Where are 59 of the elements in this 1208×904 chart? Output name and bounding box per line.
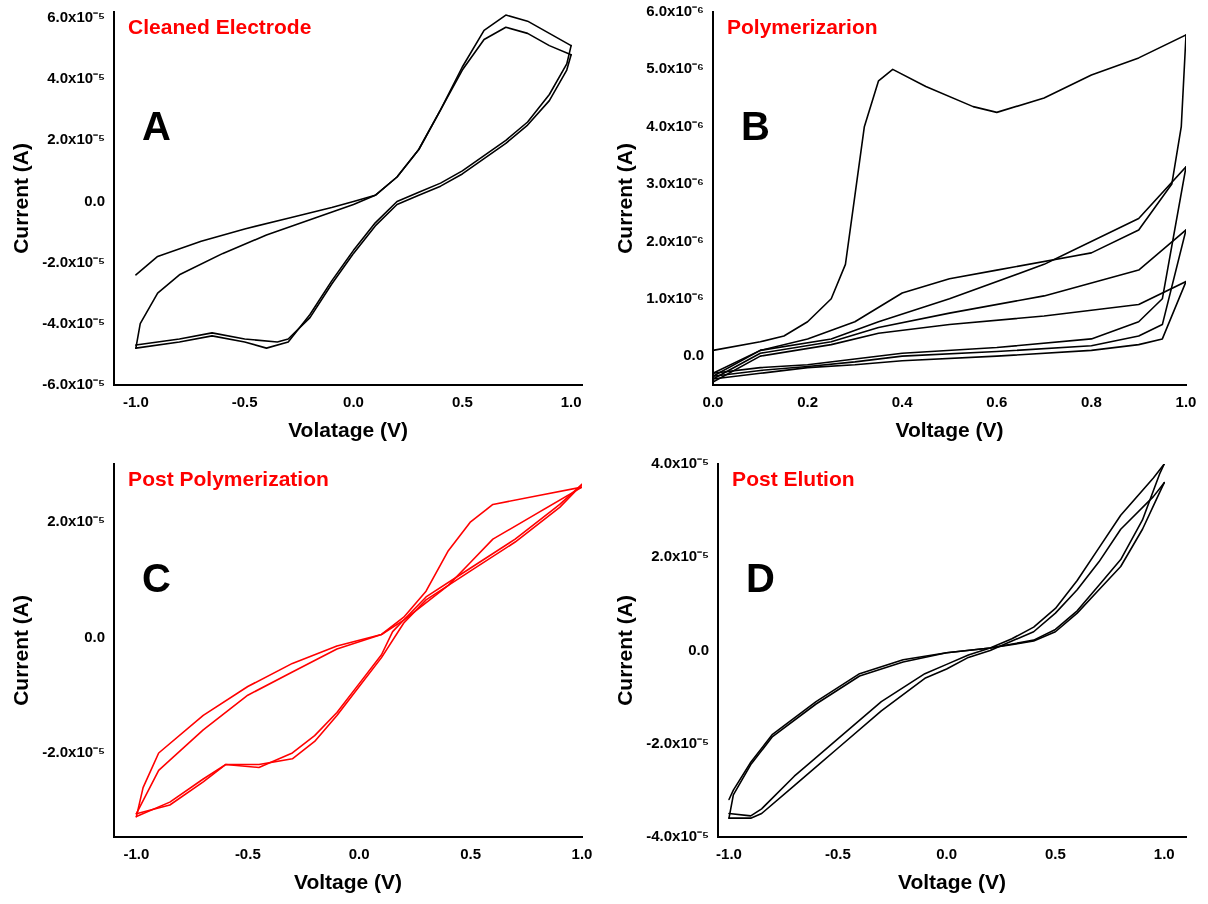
x-tick-label: -1.0 [716,844,742,862]
x-tick-label: 0.0 [936,844,958,862]
y-tick-label: 2.0x10⁻⁵ [47,130,106,148]
y-tick-label: 4.0x10⁻⁵ [651,454,710,472]
y-tick-label: 0.0 [688,640,710,658]
y-axis-title: Current (A) [9,142,33,254]
y-tick-label: 4.0x10⁻⁶ [646,116,704,134]
x-tick-label: 0.4 [891,392,914,410]
y-tick-label: 0.0 [84,627,106,645]
x-tick-label: 1.0 [571,844,593,862]
x-tick-label: 0.2 [797,392,819,410]
y-tick-label: 1.0x10⁻⁶ [646,288,704,306]
x-tick-label: -0.5 [824,844,851,862]
y-tick-label: -2.0x10⁻⁵ [646,733,710,751]
x-tick-label: 0.6 [986,392,1008,410]
x-tick-label: -0.5 [231,392,258,410]
y-tick-label: 0.0 [84,191,106,209]
y-tick-label: -4.0x10⁻⁵ [42,313,106,331]
y-tick-label: 6.0x10⁻⁶ [646,2,704,20]
x-tick-label: 1.0 [1153,844,1175,862]
x-tick-label: 0.0 [702,392,724,410]
y-tick-label: 3.0x10⁻⁶ [646,174,704,192]
y-tick-label: 4.0x10⁻⁵ [47,69,106,87]
chart-title: Post Polymerization [128,467,329,491]
x-tick-label: 0.0 [343,392,364,410]
x-tick-label: 1.0 [560,392,582,410]
x-tick-label: 0.0 [348,844,370,862]
chart-title: Post Elution [732,467,855,491]
y-tick-label: 2.0x10⁻⁵ [651,547,710,565]
x-tick-label: 1.0 [1175,392,1197,410]
x-tick-label: 0.5 [460,844,482,862]
y-tick-label: 2.0x10⁻⁶ [646,231,704,249]
annotation: B [740,103,770,148]
chart-title: Polymerizarion [726,15,878,39]
y-axis-title: Current (A) [613,142,637,254]
y-tick-label: -6.0x10⁻⁵ [42,374,106,392]
annotation: A [142,103,172,148]
x-tick-label: -1.0 [123,844,150,862]
chart-title: Cleaned Electrode [128,15,312,39]
y-tick-label: 2.0x10⁻⁵ [47,511,106,529]
y-tick-label: -2.0x10⁻⁵ [42,743,106,761]
annotation: D [746,555,776,600]
y-axis-title: Current (A) [9,594,33,706]
annotation: C [142,555,172,600]
x-tick-label: -0.5 [234,844,261,862]
x-tick-label: 0.5 [1045,844,1066,862]
y-tick-label: 0.0 [683,346,704,364]
x-tick-label: 0.5 [451,392,473,410]
x-axis-title: Voltage (V) [895,418,1004,442]
x-tick-label: 0.8 [1080,392,1102,410]
y-tick-label: -4.0x10⁻⁵ [646,826,710,844]
x-axis-title: Voltage (V) [898,870,1007,894]
x-tick-label: -1.0 [122,392,149,410]
y-tick-label: 5.0x10⁻⁶ [646,59,704,77]
y-axis-title: Current (A) [613,594,637,706]
x-axis-title: Voltage (V) [294,870,403,894]
x-axis-title: Volatage (V) [288,418,408,442]
y-tick-label: -2.0x10⁻⁵ [42,252,106,270]
y-tick-label: 6.0x10⁻⁵ [47,8,106,26]
